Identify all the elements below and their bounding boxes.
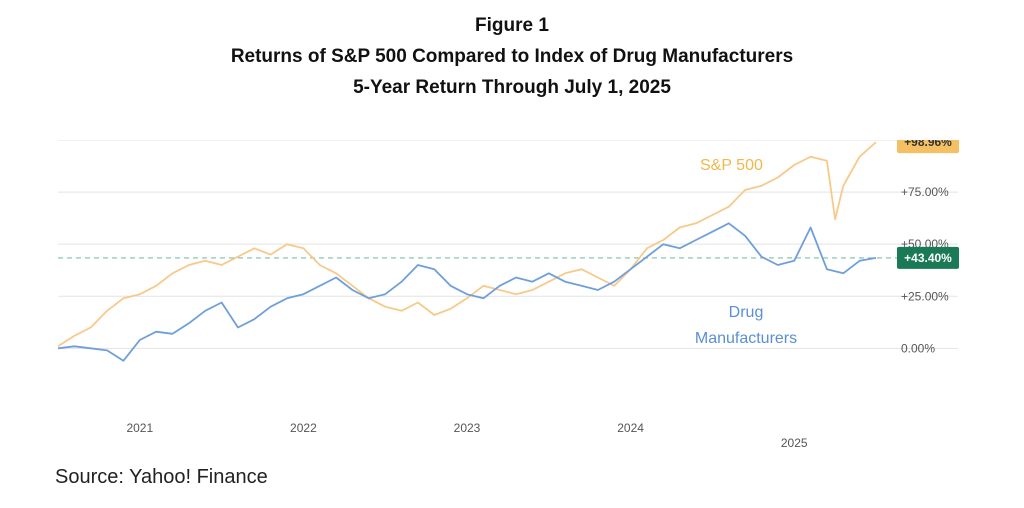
series-label-drug-manufacturers-2: Manufacturers [695,330,797,347]
series-label-drug-manufacturers: Drug [729,304,764,321]
y-tick-label: +75.00% [901,185,949,199]
end-value-badge [897,140,959,154]
series-label-sp500: S&P 500 [700,157,763,174]
x-tick-label: 2021 [126,421,153,435]
chart-subtitle: Returns of S&P 500 Compared to Index of … [230,46,794,67]
y-tick-label: 0.00% [901,341,935,355]
source-note: Source: Yahoo! Finance [55,466,268,488]
series-line-drug-manufacturers [57,222,877,362]
x-tick-label: 2022 [290,421,317,435]
series-line-sp500 [57,141,877,348]
chart-title: Figure 1 [475,15,549,36]
y-tick-label: +25.00% [901,289,949,303]
end-value-badge [897,246,959,269]
x-tick-label: 2024 [617,421,644,435]
chart-subtitle-2: 5-Year Return Through July 1, 2025 [353,77,671,98]
chart-titles: Figure 1 Returns of S&P 500 Compared to … [0,10,1024,103]
x-tick-label: 2023 [454,421,481,435]
end-value-label: +98.96% [904,140,952,149]
line-chart: +75.00%+50.00%+25.00%0.00%2021 2022 2023 20… [57,140,959,450]
x-tick-label: 2025 [781,436,808,450]
end-value-label: +43.40% [904,251,952,265]
